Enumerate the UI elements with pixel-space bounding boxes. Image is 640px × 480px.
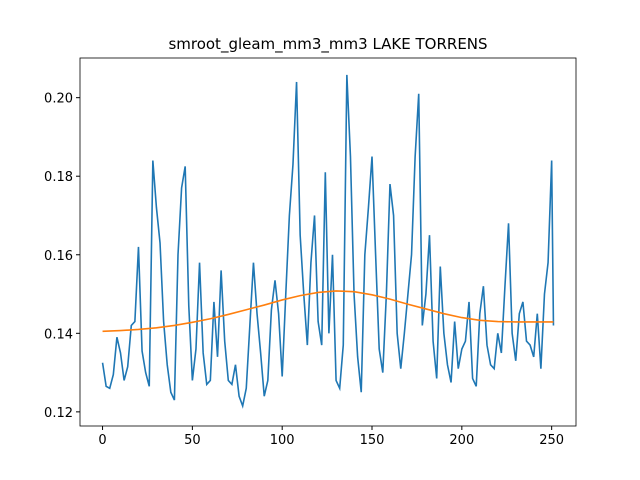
plot-frame [79,57,577,427]
y-tick-label: 0.16 [44,249,73,264]
chart-title: smroot_gleam_mm3_mm3 LAKE TORRENS [168,35,487,54]
x-tick-label: 200 [449,433,474,448]
y-tick-label: 0.18 [44,170,73,185]
x-tick-label: 50 [184,433,201,448]
y-tick-label: 0.14 [44,327,73,342]
x-tick-label: 250 [539,433,564,448]
y-tick-label: 0.12 [44,406,73,421]
x-tick-label: 100 [270,433,295,448]
x-tick-label: 0 [98,433,106,448]
y-tick-label: 0.20 [44,92,73,107]
data-line [102,290,554,333]
x-tick-label: 150 [360,433,385,448]
data-line [101,74,555,409]
